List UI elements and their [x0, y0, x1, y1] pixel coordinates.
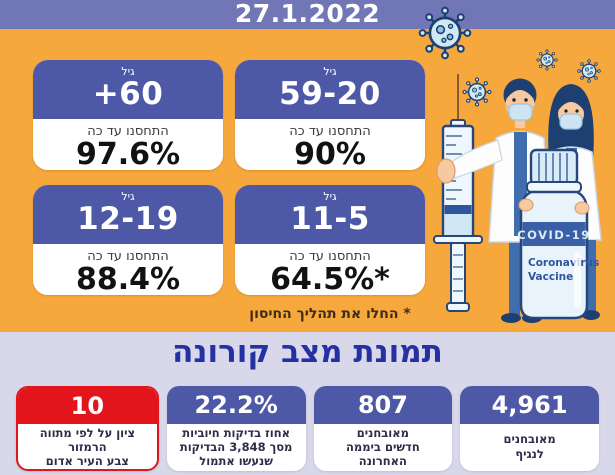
corona-status-section: תמונת מצב קורונה 4,961 מאובחנים לנגיף 80… [0, 332, 615, 475]
stat-line: לנגיף [515, 446, 544, 461]
stat-line: מאובחנים [503, 432, 556, 447]
virus-icon [418, 6, 472, 60]
illustration: COVID-19 Coronavirus Vaccine [418, 6, 602, 323]
vax-card-12-19: גיל 12-19 התחסנו עד כה 88.4% [33, 185, 223, 295]
stat-description: אחוז בדיקות חיוביות מסך 3,848 הבדיקות שנ… [167, 424, 306, 471]
virus-icon [577, 59, 601, 83]
age-label: גיל [323, 190, 337, 203]
age-range: +60 [92, 76, 164, 112]
section-title: תמונת מצב קורונה [172, 334, 443, 370]
vaccinated-percent: 90% [294, 137, 366, 170]
vaccinated-percent: 64.5%* [270, 262, 390, 295]
vax-card-header: גיל 11-5 [235, 185, 425, 244]
stat-line: האחרונה [358, 454, 407, 469]
virus-icon [536, 49, 558, 71]
age-range: 12-19 [77, 201, 179, 237]
vaccinated-percent: 88.4% [75, 262, 181, 295]
stat-line: חדשים ביממה [346, 440, 420, 455]
stat-line: אחוז בדיקות חיוביות [182, 426, 290, 440]
vax-card-60plus: גיל +60 התחסנו עד כה 97.6% [33, 60, 223, 170]
vax-card-body: התחסנו עד כה 88.4% [33, 244, 223, 295]
vial-text-line1: Coronavirus [528, 257, 599, 269]
stat-description: מאובחנים חדשים ביממה האחרונה [314, 424, 453, 471]
stat-line: ציון על לפי מתווה [39, 426, 136, 440]
age-label: גיל [121, 190, 135, 203]
virus-icon [462, 77, 492, 107]
stat-value: 22.2% [166, 386, 306, 424]
stat-card-traffic-light-score: 10 ציון על לפי מתווה הרמזור צבע העיר אדו… [16, 386, 159, 471]
vax-card-5-11: גיל 11-5 התחסנו עד כה 64.5%* [235, 185, 425, 295]
age-label: גיל [323, 65, 337, 78]
stat-card-positive-rate: 22.2% אחוז בדיקות חיוביות מסך 3,848 הבדי… [166, 386, 306, 471]
date-band: 27.1.2022 [0, 0, 615, 29]
age-range: 59-20 [279, 76, 381, 112]
vial-text-line2: Vaccine [528, 271, 573, 283]
date-text: 27.1.2022 [234, 0, 381, 28]
vaccinated-percent: 97.6% [75, 137, 181, 170]
vax-card-header: גיל 12-19 [33, 185, 223, 244]
vaccination-cards-grid: גיל +60 התחסנו עד כה 97.6% גיל 59-20 התח… [33, 60, 425, 295]
stat-description: מאובחנים לנגיף [460, 424, 599, 471]
vax-card-body: התחסנו עד כה 64.5%* [235, 244, 425, 295]
stat-line: מסך 3,848 הבדיקות [179, 440, 293, 455]
stat-value: 807 [313, 386, 453, 424]
vax-card-body: התחסנו עד כה 97.6% [33, 119, 223, 170]
stat-line: שנעשו אתמול [199, 454, 273, 469]
vaccination-footnote: * החלו את תהליך החיסון [249, 306, 411, 322]
stat-value: 10 [18, 388, 157, 424]
vaccinated-caption: התחסנו עד כה [289, 124, 371, 139]
vax-card-header: גיל +60 [33, 60, 223, 119]
vax-card-20-59: גיל 59-20 התחסנו עד כה 90% [235, 60, 425, 170]
stat-line: צבע העיר אדום [45, 454, 129, 469]
vax-card-body: התחסנו עד כה 90% [235, 119, 425, 170]
status-cards-row: 4,961 מאובחנים לנגיף 807 מאובחנים חדשים … [16, 386, 599, 471]
stat-description: ציון על לפי מתווה הרמזור צבע העיר אדום [18, 424, 157, 469]
stat-card-new-cases: 807 מאובחנים חדשים ביממה האחרונה [313, 386, 453, 471]
vaccine-vial-illustration: COVID-19 Coronavirus Vaccine [517, 148, 599, 320]
stat-line: מאובחנים [356, 426, 409, 440]
vax-card-header: גיל 59-20 [235, 60, 425, 119]
vaccinated-caption: התחסנו עד כה [87, 249, 169, 264]
stat-value: 4,961 [460, 386, 599, 424]
stat-card-total-diagnosed: 4,961 מאובחנים לנגיף [460, 386, 599, 471]
vial-covid-label: COVID-19 [517, 228, 591, 242]
age-label: גיל [121, 65, 135, 78]
vaccinated-caption: התחסנו עד כה [87, 124, 169, 139]
syringe-illustration [433, 74, 483, 312]
vaccinated-caption: התחסנו עד כה [289, 249, 371, 264]
stat-line: הרמזור [68, 440, 107, 455]
age-range: 11-5 [290, 201, 370, 237]
